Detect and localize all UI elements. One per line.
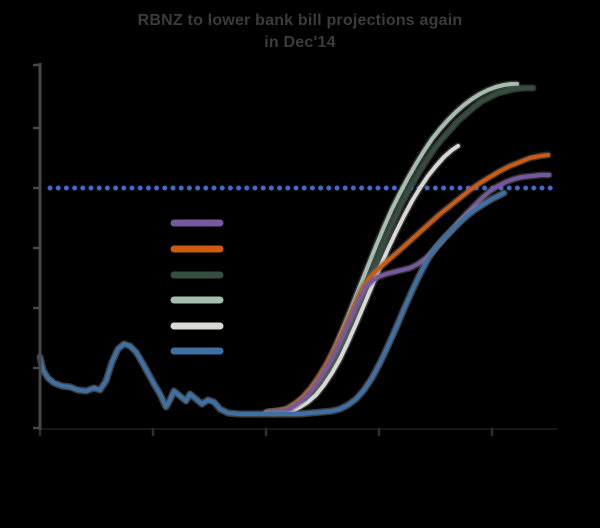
series-line-white-projection <box>272 144 460 415</box>
series-dark-green-projection <box>268 84 537 417</box>
series-blue-history-and-current <box>36 189 508 418</box>
series-light-green-projection <box>264 80 521 416</box>
series-white-projection <box>270 142 462 417</box>
series-line-blue-history-and-current <box>37 190 507 417</box>
series-line-dark-green-projection <box>270 86 535 415</box>
series-line-light-green-projection <box>266 82 519 414</box>
series-halo-blue-history-and-current <box>36 189 508 418</box>
series-purple-projection <box>266 171 553 416</box>
chart-title-line1: RBNZ to lower bank bill projections agai… <box>137 12 463 29</box>
series-halo-light-green-projection <box>264 80 521 416</box>
x-axis <box>38 427 558 437</box>
chart-title: RBNZ to lower bank bill projections agai… <box>0 10 600 54</box>
series-line-purple-projection <box>268 173 551 414</box>
series-line-orange-projection <box>264 153 550 414</box>
series-orange-projection <box>262 151 552 416</box>
y-axis <box>33 63 42 430</box>
legend <box>170 219 224 355</box>
chart-title-line2: in Dec'14 <box>264 34 336 51</box>
